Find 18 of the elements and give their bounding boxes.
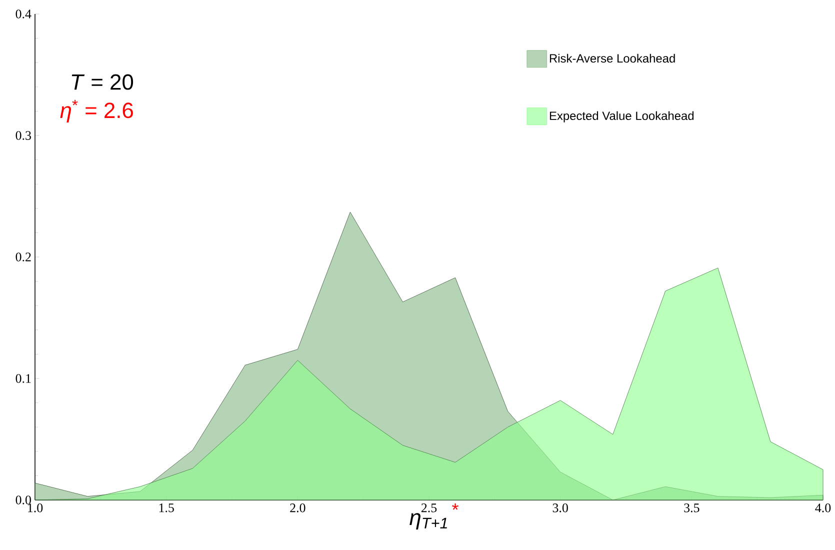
y-tick-label: 0.1: [16, 374, 31, 383]
x-tick-label: 2.0: [290, 504, 306, 512]
y-tick-label: 0.0: [16, 496, 31, 504]
x-axis-title: η$_{T+1}$: [410, 513, 447, 530]
annotation: *: [452, 504, 458, 510]
x-tick-label: 1.0: [28, 504, 43, 512]
annotation: η$^{*}$ = 2.6: [60, 100, 133, 122]
annotation: T = 20: [72, 74, 134, 90]
x-tick-label: 4.0: [815, 504, 831, 512]
x-tick-label: 3.0: [552, 504, 568, 512]
y-tick-label: 0.3: [16, 131, 31, 140]
x-tick-label: 3.5: [684, 504, 700, 512]
y-tick-label: 0.2: [16, 252, 31, 262]
legend-label: Expected Value Lookahead: [550, 111, 694, 122]
x-tick-label: 1.5: [159, 504, 174, 512]
y-tick-label: 0.4: [16, 10, 32, 18]
legend-label: Risk-Averse Lookahead: [550, 54, 675, 63]
x-tick-label: 2.5: [421, 504, 437, 512]
